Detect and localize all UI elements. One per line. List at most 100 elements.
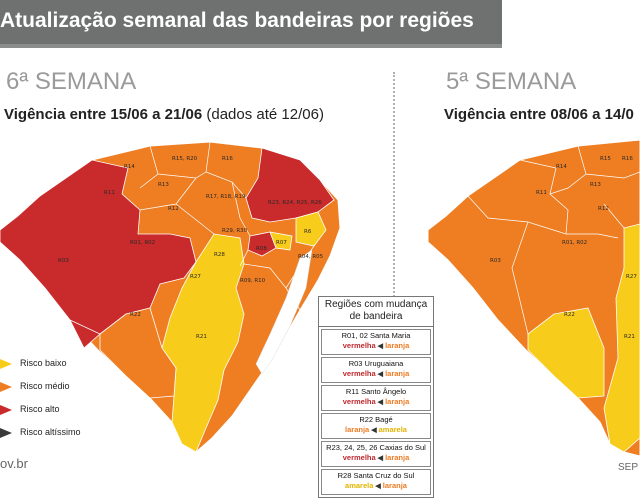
left-validity: Vigência entre 15/06 a 21/06 (dados até … — [4, 106, 324, 123]
map-label: R01, R02 — [562, 240, 587, 246]
flag-to: laranja — [385, 369, 410, 378]
flag-shape — [0, 405, 12, 415]
page-title: Atualização semanal das bandeiras por re… — [0, 9, 474, 32]
region-changes-box: Regiões com mudança de bandeira R01, 02 … — [318, 296, 434, 498]
flag-to: laranja — [385, 341, 410, 350]
region-r08 — [247, 231, 277, 257]
map-label: R14 — [124, 164, 135, 170]
flag-to: laranja — [385, 453, 410, 462]
legend-label: Risco médio — [20, 381, 70, 391]
change-item: R22 Bagé laranja ◀ amarela — [321, 413, 431, 439]
right-week-label: 5ª SEMANA — [446, 68, 577, 95]
legend-label: Risco altíssimo — [20, 427, 81, 437]
region-r27-r21 — [603, 223, 640, 453]
map-label: R13 — [590, 182, 601, 188]
right-validity: Vigência entre 08/06 a 14/0 — [444, 106, 634, 123]
red-flag-icon — [0, 405, 12, 415]
arrow-left-icon: ◀ — [371, 427, 377, 434]
region-r22 — [527, 307, 605, 399]
footer-right-text: SEP — [618, 462, 639, 473]
flag-from: vermelha — [342, 453, 376, 462]
map-label: R03 — [490, 258, 501, 264]
yellow-flag-icon — [0, 359, 12, 369]
change-flags: vermelha ◀ laranja — [322, 453, 430, 464]
title-banner: Atualização semanal das bandeiras por re… — [0, 0, 502, 48]
changes-title: Regiões com mudança de bandeira — [319, 297, 433, 327]
map-label: R08 — [256, 246, 267, 252]
flag-from: vermelha — [342, 397, 376, 406]
change-item: R03 Uruguaiana vermelha ◀ laranja — [321, 357, 431, 383]
map-label: R04, R05 — [298, 254, 324, 260]
left-validity-note: (dados até 12/06) — [206, 106, 324, 123]
map-label: R22 — [130, 312, 141, 318]
change-region-name: R01, 02 Santa Maria — [341, 331, 411, 340]
map-label: R21 — [624, 334, 635, 340]
lagoa-dos-patos — [255, 249, 313, 375]
map-label: R13 — [158, 182, 169, 188]
map-label: R27 — [626, 274, 637, 280]
flag-to: laranja — [385, 397, 410, 406]
map-label: R15 — [600, 156, 611, 162]
map-label: R28 — [214, 252, 225, 258]
map-label: R07 — [276, 240, 287, 246]
flag-from: laranja — [345, 425, 370, 434]
change-region-name: R23, 24, 25, 26 Caxias do Sul — [326, 443, 426, 452]
region-r01-r02-r03-r11 — [0, 159, 197, 349]
black-flag-icon — [0, 428, 12, 438]
change-item: R28 Santa Cruz do Sul amarela ◀ laranja — [321, 469, 431, 495]
map-label: R03 — [58, 258, 69, 264]
map-label: R11 — [536, 190, 547, 196]
left-validity-dates: Vigência entre 15/06 a 21/06 — [4, 106, 203, 123]
map-label: R21 — [196, 334, 207, 340]
change-region-name: R28 Santa Cruz do Sul — [337, 471, 415, 480]
change-item: R11 Santo Ângelo vermelha ◀ laranja — [321, 385, 431, 411]
arrow-left-icon: ◀ — [377, 455, 384, 462]
right-validity-dates: Vigência entre 08/06 a 14/0 — [444, 106, 634, 123]
map-label: R23, R24, R25, R26 — [268, 200, 322, 206]
legend-label: Risco alto — [20, 404, 60, 414]
map-label: R11 — [104, 190, 115, 196]
footer-site: ov.br — [0, 456, 28, 471]
region-r22 — [99, 307, 177, 399]
map-label: R6 — [304, 229, 312, 235]
flag-shape — [0, 359, 12, 369]
change-region-name: R03 Uruguaiana — [348, 359, 404, 368]
map-label: R12 — [598, 206, 609, 212]
map-label: R22 — [564, 312, 575, 318]
legend-label: Risco baixo — [20, 358, 67, 368]
change-flags: vermelha ◀ laranja — [322, 341, 430, 352]
map-label: R14 — [556, 164, 567, 170]
map-label: R09, R10 — [240, 278, 266, 284]
map-label: R16 — [222, 156, 233, 162]
map-label: R12 — [168, 206, 179, 212]
flag-shape — [0, 428, 12, 438]
map-label: R27 — [190, 274, 201, 280]
map-label: R16 — [622, 156, 633, 162]
orange-flag-icon — [0, 382, 12, 392]
change-region-name: R11 Santo Ângelo — [345, 387, 407, 396]
left-week-label: 6ª SEMANA — [6, 68, 137, 95]
flag-to: amarela — [378, 425, 407, 434]
map-label: R15, R20 — [172, 156, 198, 162]
right-state-map: R14 R15 R16 R11 R13 R12 R01, R02 R03 R27… — [428, 139, 640, 456]
flag-shape — [0, 382, 12, 392]
change-item: R23, 24, 25, 26 Caxias do Sul vermelha ◀ l… — [321, 441, 431, 467]
panel-divider — [393, 72, 395, 477]
change-flags: amarela ◀ laranja — [322, 481, 430, 492]
change-region-name: R22 Bagé — [359, 415, 393, 424]
change-flags: vermelha ◀ laranja — [322, 369, 430, 380]
change-flags: vermelha ◀ laranja — [322, 397, 430, 408]
flag-from: vermelha — [342, 341, 376, 350]
flag-from: vermelha — [342, 369, 376, 378]
arrow-left-icon: ◀ — [377, 399, 384, 406]
change-flags: laranja ◀ amarela — [322, 425, 430, 436]
region-boundaries — [467, 145, 640, 335]
flag-from: amarela — [345, 481, 374, 490]
map-label: R01, R02 — [130, 240, 155, 246]
region-r6 — [295, 211, 327, 247]
flag-to: laranja — [382, 481, 407, 490]
region-r07 — [269, 231, 293, 251]
arrow-left-icon: ◀ — [377, 343, 384, 350]
map-label: R17, R18, R19 — [206, 194, 246, 200]
change-item: R01, 02 Santa Maria vermelha ◀ laranja — [321, 329, 431, 355]
